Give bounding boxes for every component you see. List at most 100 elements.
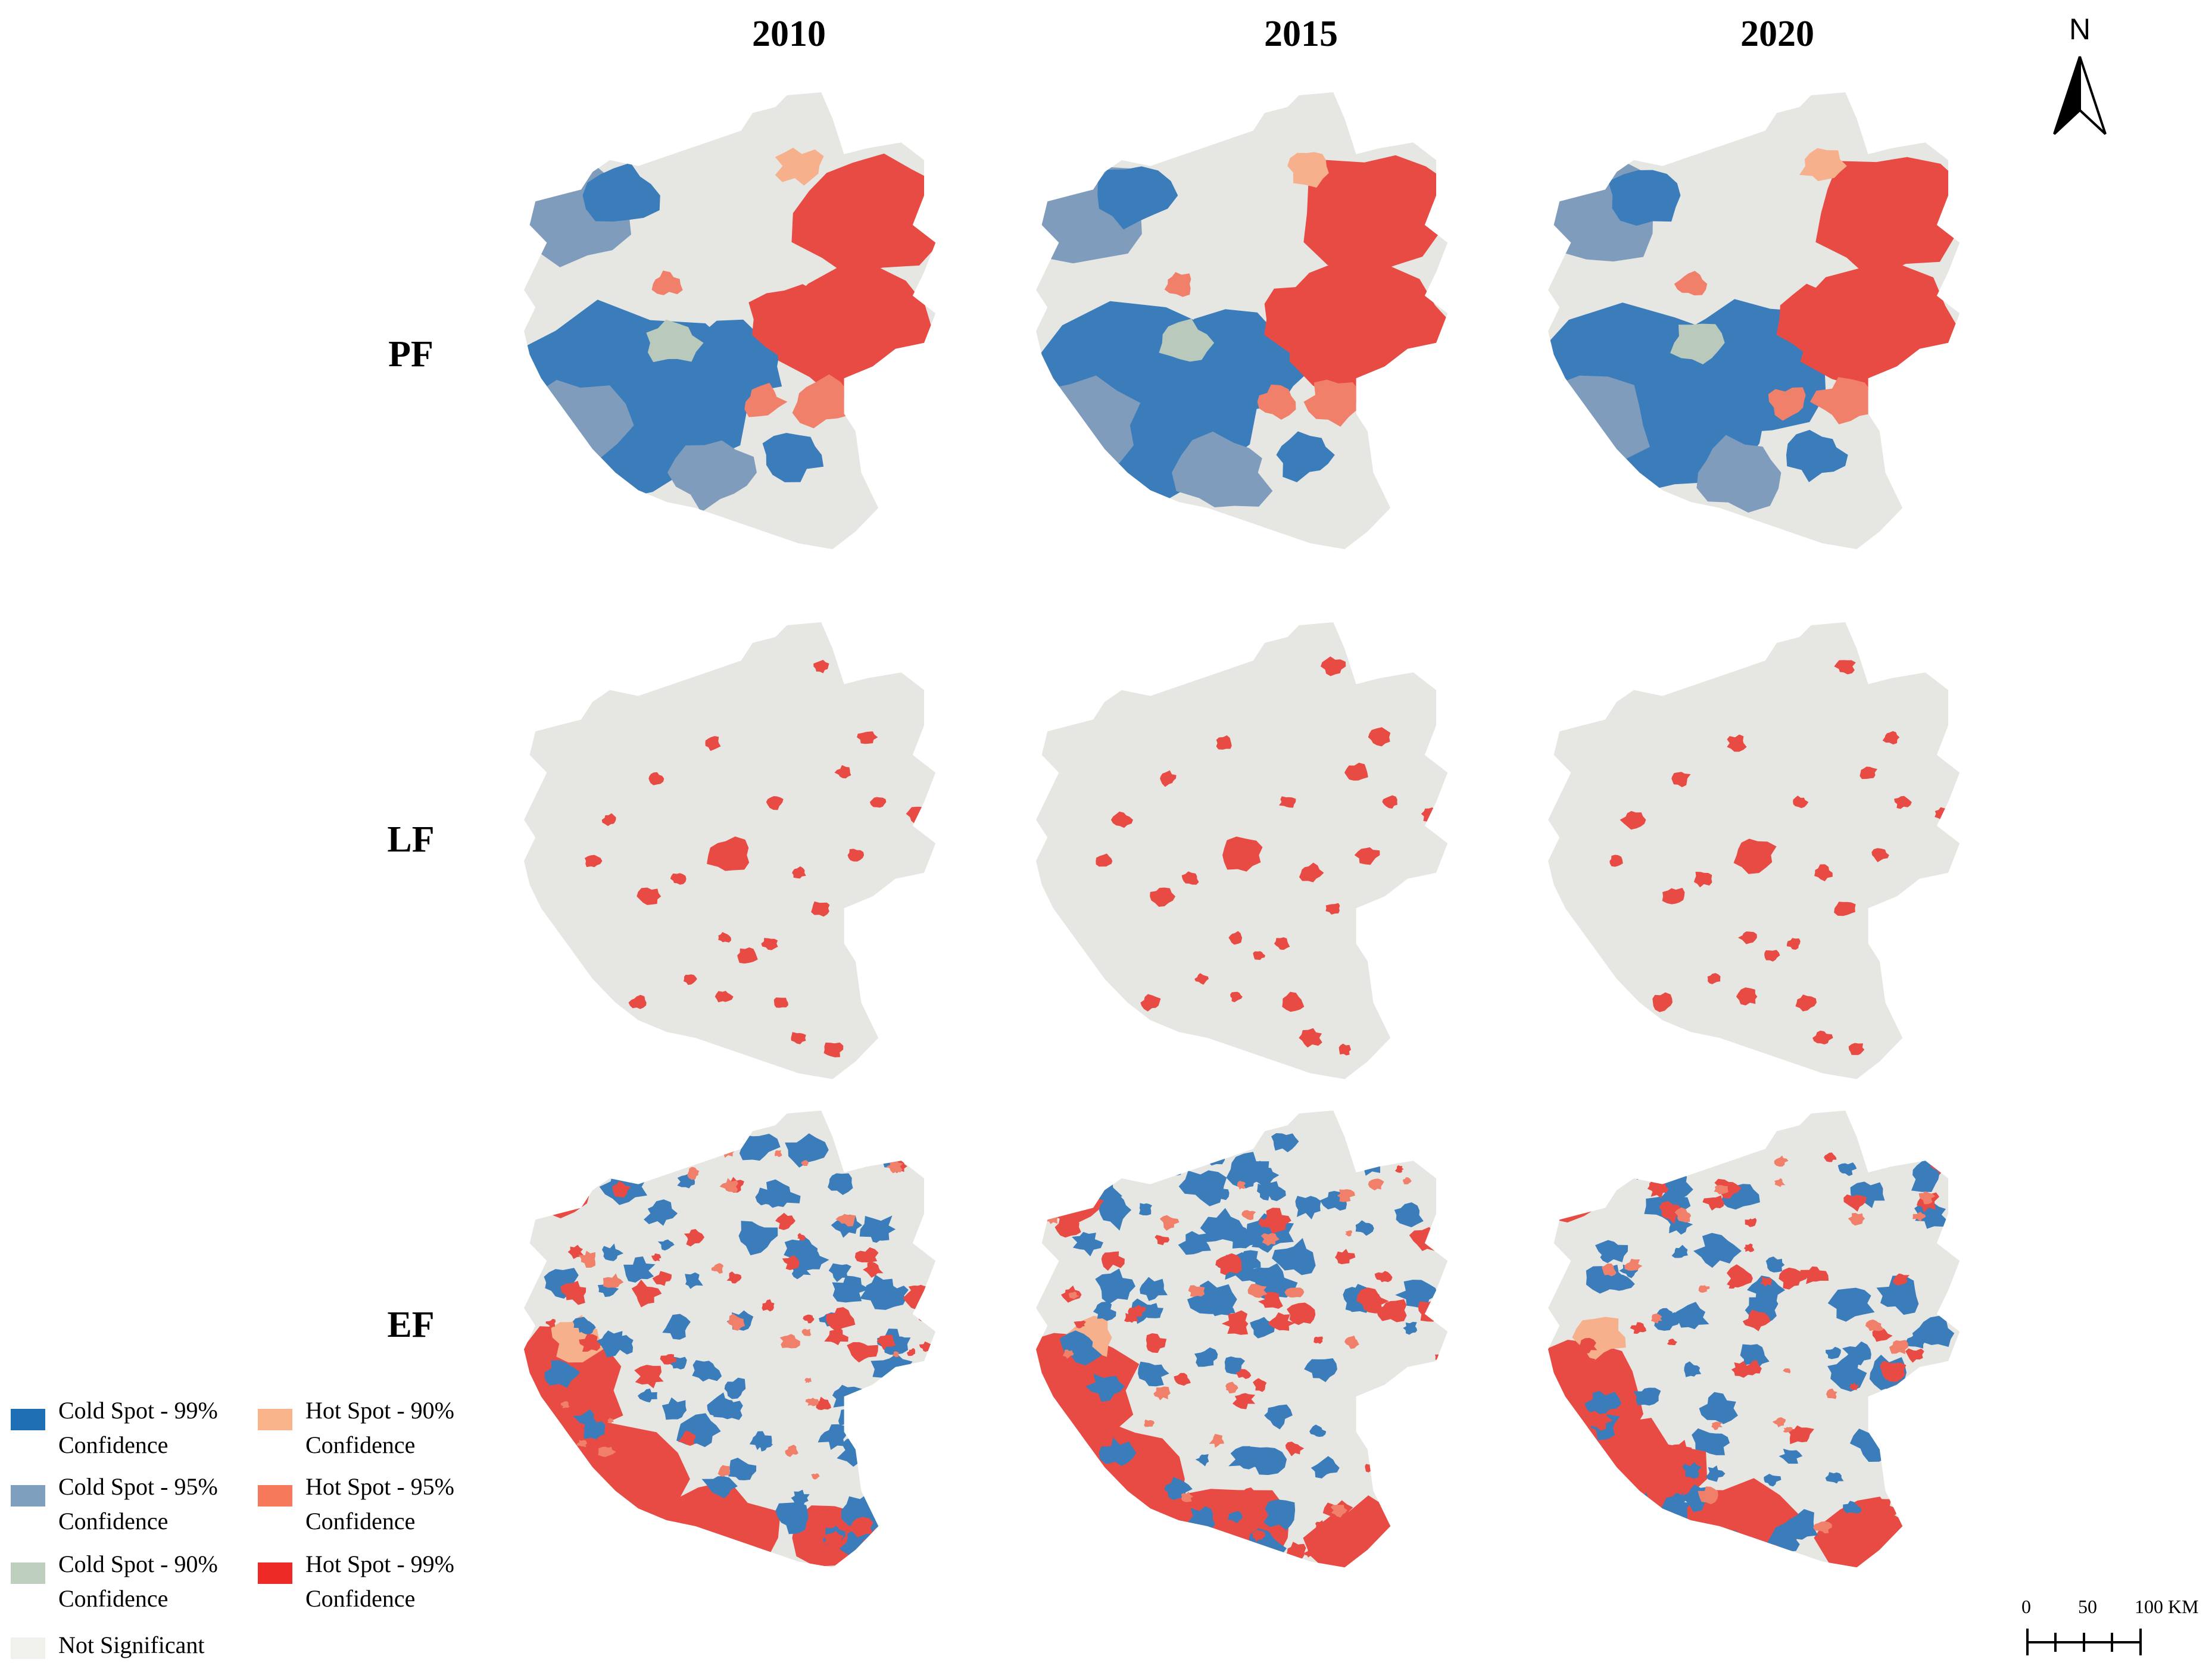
hotspot-patch bbox=[1304, 1549, 1315, 1558]
hotspot-patch bbox=[1895, 1483, 1929, 1509]
legend-label: Hot Spot - 90% bbox=[305, 1397, 454, 1424]
hotspot-patch bbox=[1628, 1152, 1669, 1183]
hotspot-patch bbox=[718, 932, 731, 943]
hotspot-patch bbox=[823, 1042, 844, 1058]
hotspot-patch bbox=[1391, 1458, 1417, 1477]
hotspot-patch bbox=[904, 1414, 932, 1432]
scale-bar: 0 50 100 KM bbox=[2021, 1596, 2206, 1661]
hotspot-patch bbox=[1325, 903, 1340, 915]
hotspot-patch bbox=[1261, 1208, 1291, 1234]
hotspot-patch bbox=[617, 1455, 638, 1473]
hotspot-patch bbox=[662, 1533, 681, 1550]
hotspot-patch bbox=[1395, 1280, 1438, 1308]
hotspot-patch bbox=[560, 1280, 586, 1305]
hotspot-patch bbox=[1164, 272, 1191, 297]
hotspot-patch bbox=[818, 1424, 847, 1450]
hotspot-patch bbox=[1659, 1200, 1684, 1224]
hotspot-patch bbox=[579, 1334, 600, 1352]
hotspot-patch bbox=[1194, 1347, 1218, 1367]
hotspot-patch bbox=[1367, 1405, 1381, 1415]
hotspot-patch bbox=[1036, 1333, 1140, 1449]
legend-label-sub: Confidence bbox=[305, 1431, 416, 1458]
hotspot-patch bbox=[1187, 1280, 1237, 1316]
hotspot-patch bbox=[542, 1429, 551, 1439]
hotspot-patch bbox=[1692, 1428, 1730, 1455]
hotspot-patch bbox=[584, 1421, 606, 1440]
hotspot-patch bbox=[1183, 1146, 1203, 1164]
hotspot-patch bbox=[779, 1334, 800, 1349]
hotspot-patch bbox=[1768, 387, 1806, 421]
hotspot-patch bbox=[1905, 1348, 1924, 1363]
hotspot-patch bbox=[707, 836, 750, 871]
hotspot-patch bbox=[1200, 1208, 1244, 1243]
hotspot-patch bbox=[1609, 854, 1623, 867]
hotspot-patch bbox=[1786, 938, 1801, 950]
hotspot-patch bbox=[1765, 1256, 1785, 1273]
hotspot-patch bbox=[705, 736, 721, 751]
hotspot-patch bbox=[1629, 1504, 1664, 1531]
row-title-lf: LF bbox=[387, 819, 435, 860]
hotspot-patch bbox=[1731, 1361, 1753, 1378]
hotspot-patch bbox=[637, 887, 662, 905]
hotspot-patch bbox=[1880, 1361, 1907, 1382]
hotspot-patch bbox=[628, 994, 647, 1009]
hotspot-patch bbox=[1871, 848, 1889, 862]
legend-item-hot-90: Hot Spot - 90% Confidence bbox=[258, 1393, 496, 1465]
hotspot-patch bbox=[1181, 1492, 1194, 1502]
hotspot-patch bbox=[876, 1512, 922, 1542]
hotspot-patch bbox=[1303, 379, 1366, 427]
hotspot-patch bbox=[1344, 762, 1368, 781]
hotspot-patch bbox=[1776, 283, 1865, 357]
hotspot-patch bbox=[1263, 1499, 1296, 1531]
hotspot-patch bbox=[795, 1248, 829, 1272]
hotspot-patch bbox=[859, 1215, 896, 1241]
map-panel-ef-2020 bbox=[1548, 1111, 1960, 1568]
hotspot-patch bbox=[813, 660, 829, 673]
hotspot-patch bbox=[1222, 836, 1263, 872]
hotspot-patch bbox=[748, 284, 837, 358]
hotspot-patch bbox=[1602, 1263, 1617, 1277]
hotspot-patch bbox=[726, 1271, 742, 1284]
hotspot-patch bbox=[1889, 1340, 1908, 1355]
hotspot-patch bbox=[651, 1253, 662, 1262]
hotspot-patch bbox=[1653, 1144, 1671, 1158]
hotspot-patch bbox=[1253, 951, 1265, 960]
hotspot-patch bbox=[869, 1230, 888, 1243]
hotspot-patch bbox=[1418, 1300, 1443, 1322]
hotspot-patch bbox=[1072, 1509, 1107, 1541]
hotspot-patch bbox=[824, 1327, 848, 1346]
hotspot-patch bbox=[1942, 1153, 1958, 1167]
hotspot-patch bbox=[1740, 1344, 1770, 1369]
hotspot-patch bbox=[867, 1384, 934, 1436]
hotspot-patch bbox=[1850, 1181, 1885, 1208]
hotspot-patch bbox=[1662, 888, 1685, 905]
hotspot-patch bbox=[1059, 1330, 1102, 1366]
hotspot-patch bbox=[1578, 1337, 1598, 1354]
hotspot-patch bbox=[1812, 1521, 1832, 1534]
hotspot-patch bbox=[1228, 1446, 1263, 1470]
hotspot-patch bbox=[1865, 1319, 1884, 1331]
hotspot-patch bbox=[1394, 1165, 1404, 1173]
hotspot-patch bbox=[1282, 991, 1305, 1012]
hotspot-patch bbox=[1174, 1373, 1191, 1386]
hotspot-patch bbox=[1221, 1310, 1249, 1335]
hotspot-patch bbox=[1696, 435, 1782, 513]
legend-item-cold-90: Cold Spot - 90% Confidence bbox=[11, 1547, 249, 1618]
hotspot-patch bbox=[1745, 1218, 1757, 1227]
legend-label-sub: Confidence bbox=[58, 1508, 169, 1534]
hotspot-patch bbox=[1774, 1155, 1789, 1167]
hotspot-patch bbox=[1559, 1366, 1580, 1383]
hotspot-patch bbox=[1272, 1238, 1316, 1275]
hotspot-patch bbox=[1746, 1275, 1786, 1304]
hotspot-patch bbox=[1230, 991, 1243, 1003]
hotspot-patch bbox=[1140, 1277, 1168, 1301]
hotspot-patch bbox=[1153, 1386, 1171, 1401]
hotspot-patch bbox=[1344, 1336, 1359, 1349]
hotspot-patch bbox=[1356, 1287, 1389, 1314]
hotspot-patch bbox=[1046, 1472, 1060, 1483]
hotspot-patch bbox=[847, 849, 865, 862]
hotspot-patch bbox=[1707, 973, 1721, 984]
hotspot-patch bbox=[869, 797, 887, 808]
legend-label: Hot Spot - 95% bbox=[305, 1473, 454, 1500]
